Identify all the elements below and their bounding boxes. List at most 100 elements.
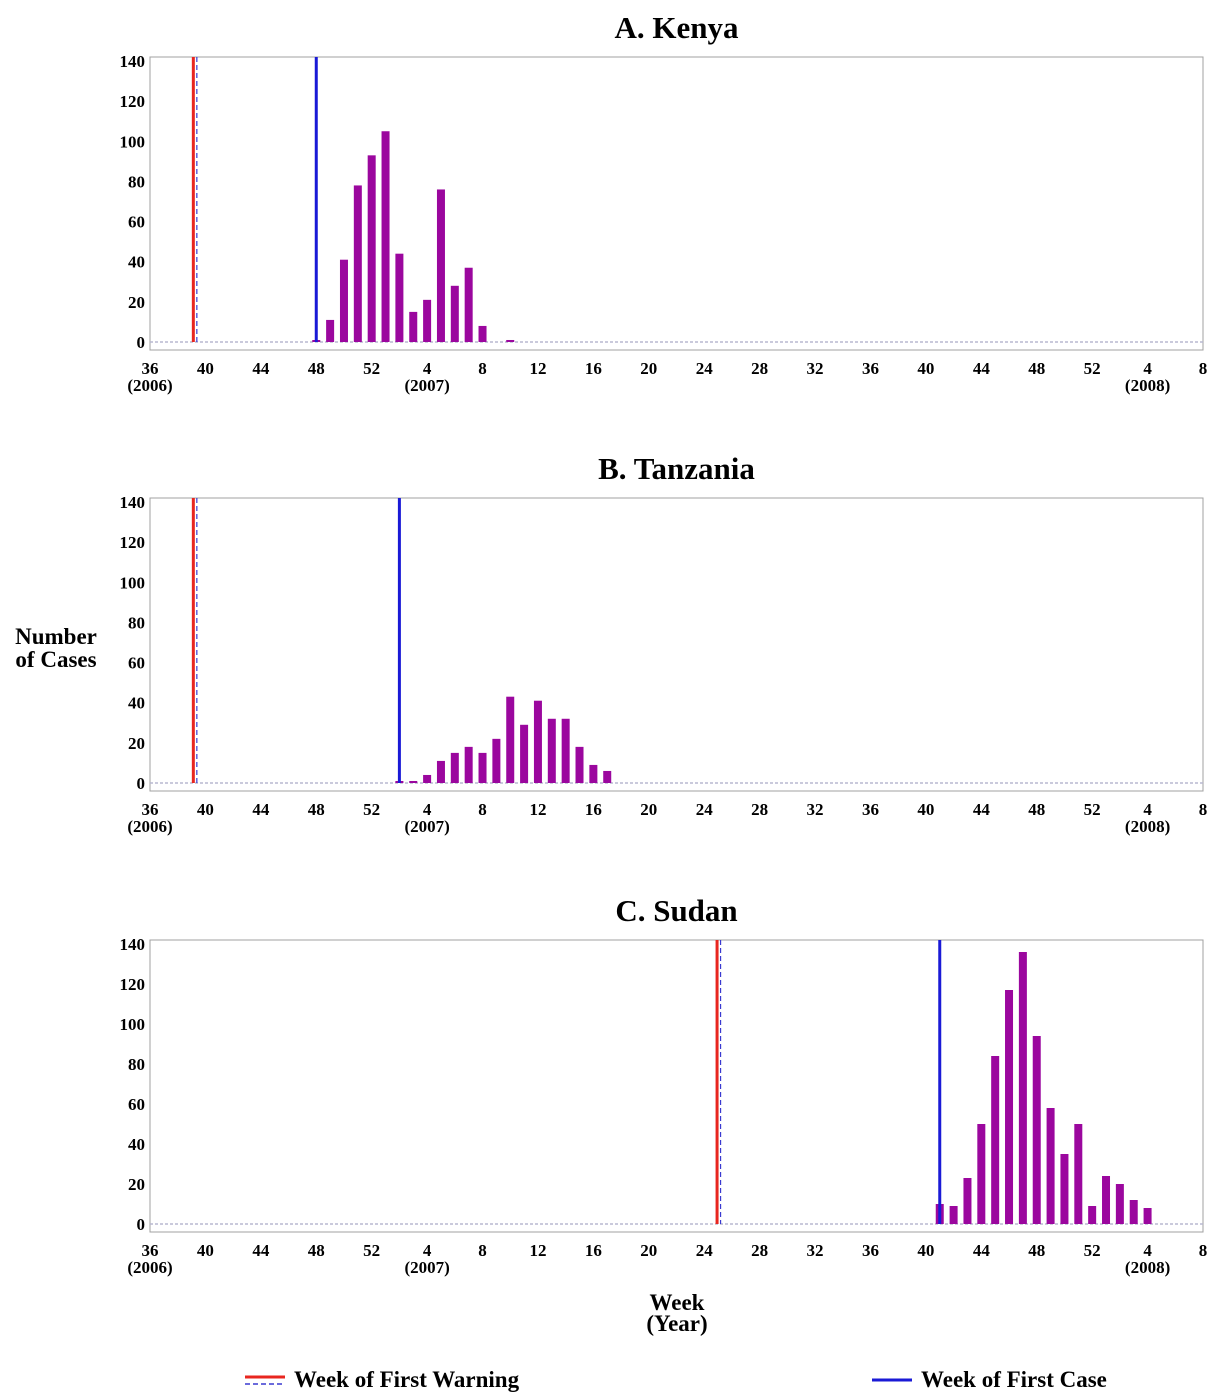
y-tick-label: 140 xyxy=(120,493,146,512)
y-tick-label: 140 xyxy=(120,52,146,71)
bar xyxy=(339,259,348,342)
x-tick-label: 44 xyxy=(252,359,270,378)
x-tick-label: 40 xyxy=(917,1241,934,1260)
x-tick-label: 52 xyxy=(1084,800,1101,819)
x-tick-label: 52 xyxy=(363,1241,380,1260)
bar xyxy=(1032,1036,1041,1224)
y-tick-label: 120 xyxy=(120,975,146,994)
x-tick-label: 4 xyxy=(423,359,432,378)
x-tick-label: 8 xyxy=(1199,1241,1208,1260)
y-tick-label: 0 xyxy=(137,333,146,352)
y-tick-label: 20 xyxy=(128,1175,145,1194)
year-label: (2007) xyxy=(404,1258,449,1277)
year-label: (2006) xyxy=(127,817,172,836)
x-tick-label: 44 xyxy=(973,1241,991,1260)
x-tick-label: 48 xyxy=(1028,1241,1045,1260)
y-axis-label-line2: of Cases xyxy=(15,647,96,672)
bar xyxy=(949,1206,958,1224)
x-tick-label: 4 xyxy=(1143,359,1152,378)
x-tick-label: 40 xyxy=(197,800,214,819)
x-tick-label: 8 xyxy=(478,800,487,819)
bar xyxy=(326,319,335,342)
bar xyxy=(1005,990,1014,1224)
bar xyxy=(478,325,487,342)
x-tick-label: 36 xyxy=(862,800,879,819)
x-tick-label: 36 xyxy=(862,359,879,378)
x-tick-label: 28 xyxy=(751,800,768,819)
bar xyxy=(450,285,459,342)
x-tick-label: 52 xyxy=(1084,359,1101,378)
legend-label-first-case: Week of First Case xyxy=(921,1367,1107,1392)
bar xyxy=(506,696,515,783)
y-tick-label: 60 xyxy=(128,213,145,232)
bar xyxy=(478,752,487,783)
y-tick-label: 100 xyxy=(120,573,146,592)
year-label: (2006) xyxy=(127,376,172,395)
y-tick-label: 20 xyxy=(128,734,145,753)
bar xyxy=(1060,1154,1069,1224)
bar xyxy=(395,253,404,342)
legend-label-first-warning: Week of First Warning xyxy=(294,1367,520,1392)
x-tick-label: 4 xyxy=(1143,1241,1152,1260)
x-tick-label: 52 xyxy=(1084,1241,1101,1260)
y-tick-label: 40 xyxy=(128,1135,145,1154)
bar xyxy=(1046,1108,1055,1224)
y-tick-label: 0 xyxy=(137,1215,146,1234)
x-tick-label: 20 xyxy=(640,359,657,378)
bar xyxy=(409,780,418,783)
y-tick-label: 80 xyxy=(128,172,145,191)
bar xyxy=(1102,1176,1111,1224)
y-tick-label: 60 xyxy=(128,654,145,673)
x-tick-label: 40 xyxy=(917,800,934,819)
bar xyxy=(520,724,529,783)
y-tick-label: 140 xyxy=(120,935,146,954)
legend: Week of First Warning Week of First Case xyxy=(245,1367,1107,1392)
x-tick-label: 4 xyxy=(423,1241,432,1260)
x-tick-label: 24 xyxy=(696,800,714,819)
x-tick-label: 44 xyxy=(973,800,991,819)
bar xyxy=(589,764,598,783)
y-tick-label: 80 xyxy=(128,613,145,632)
x-tick-label: 40 xyxy=(197,359,214,378)
x-tick-label: 32 xyxy=(807,800,824,819)
x-tick-label: 36 xyxy=(142,1241,159,1260)
x-tick-label: 12 xyxy=(529,359,546,378)
x-axis-label-line1: Week xyxy=(650,1290,705,1315)
x-tick-label: 24 xyxy=(696,359,714,378)
year-label: (2008) xyxy=(1125,817,1170,836)
x-tick-label: 48 xyxy=(1028,359,1045,378)
bar xyxy=(492,738,501,783)
x-tick-label: 32 xyxy=(807,1241,824,1260)
bar xyxy=(367,155,376,342)
year-label: (2008) xyxy=(1125,1258,1170,1277)
year-label: (2007) xyxy=(404,376,449,395)
legend-item-first-warning: Week of First Warning xyxy=(245,1367,520,1392)
y-tick-label: 0 xyxy=(137,774,146,793)
bar xyxy=(450,752,459,783)
x-tick-label: 16 xyxy=(585,359,602,378)
x-tick-label: 44 xyxy=(252,800,270,819)
plot-frame xyxy=(149,939,1204,1233)
x-axis-label-line2: (Year) xyxy=(646,1311,707,1336)
bar xyxy=(464,746,473,783)
x-tick-label: 32 xyxy=(807,359,824,378)
x-tick-label: 24 xyxy=(696,1241,714,1260)
x-tick-label: 44 xyxy=(252,1241,270,1260)
bar xyxy=(963,1178,972,1224)
bar xyxy=(533,700,542,783)
bar xyxy=(409,311,418,342)
bar xyxy=(1143,1208,1152,1224)
panel-title: A. Kenya xyxy=(615,10,740,45)
x-tick-label: 4 xyxy=(423,800,432,819)
y-tick-label: 40 xyxy=(128,253,145,272)
x-tick-label: 4 xyxy=(1143,800,1152,819)
bar xyxy=(423,299,432,342)
y-tick-label: 20 xyxy=(128,293,145,312)
year-label: (2006) xyxy=(127,1258,172,1277)
bar xyxy=(603,770,612,783)
x-tick-label: 8 xyxy=(478,1241,487,1260)
plot-frame xyxy=(149,56,1204,351)
